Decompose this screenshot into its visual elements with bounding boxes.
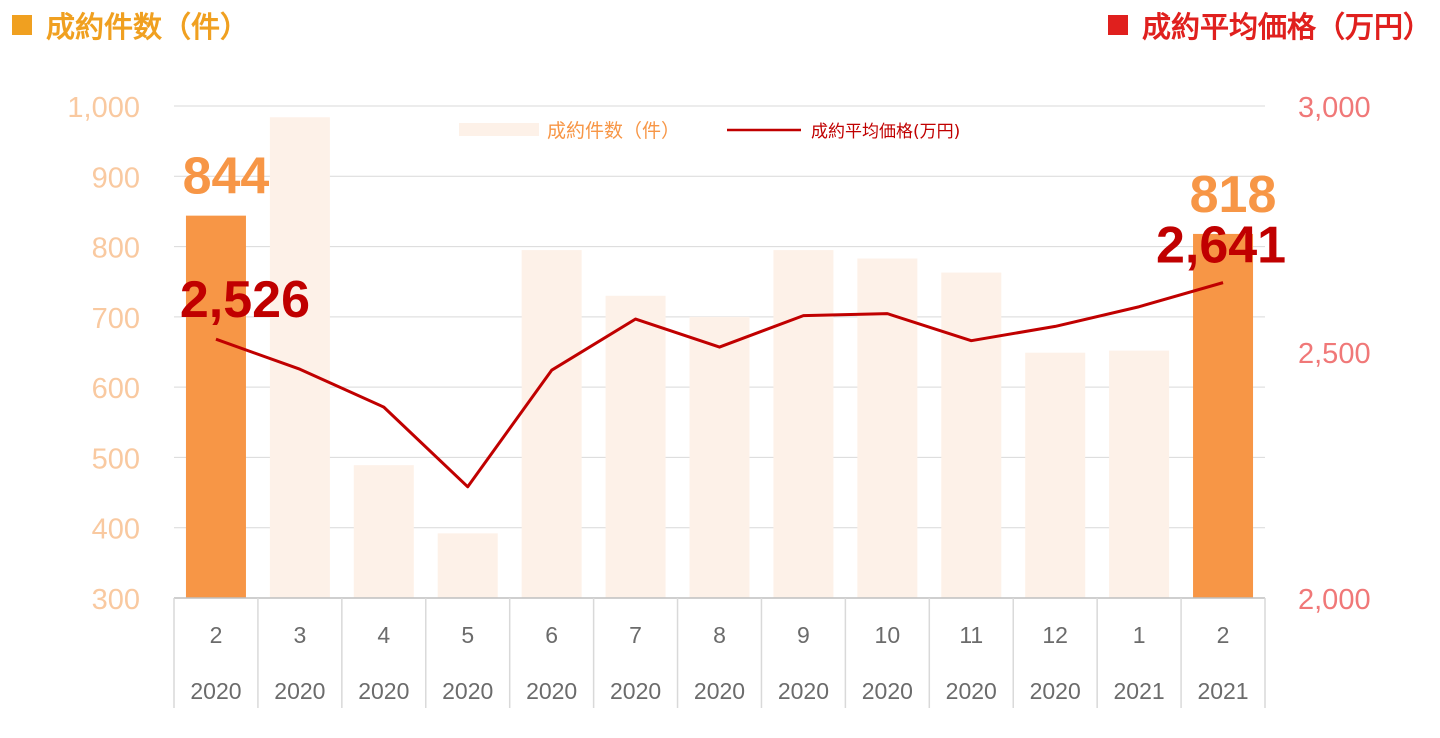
x-axis-year-label: 2021 [1114,678,1165,704]
right-axis-tick-label: 3,000 [1298,92,1371,124]
legend-bar-label: 成約件数（件） [547,120,680,142]
x-axis-year-label: 2021 [1197,678,1248,704]
x-axis-year-label: 2020 [694,678,745,704]
left-axis-tick-label: 1,000 [67,92,140,124]
bar [773,250,834,599]
bar [941,272,1002,598]
x-axis-year-label: 2020 [946,678,997,704]
right-axis-tick-label: 2,500 [1298,338,1371,370]
left-axis-tick-label: 700 [92,303,140,335]
bar [857,258,918,598]
left-axis-tick-label: 900 [92,162,140,194]
bar-data-label: 844 [183,148,270,206]
line-data-label: 2,526 [180,271,310,329]
x-axis-year-label: 2020 [1030,678,1081,704]
left-axis-tick-label: 500 [92,443,140,475]
right-axis-tick-label: 2,000 [1298,584,1371,616]
left-axis-tick-label: 300 [92,584,140,616]
x-axis-month-label: 6 [545,622,558,648]
bar-data-label: 818 [1190,166,1277,224]
x-axis-month-label: 11 [959,622,983,648]
left-axis-header: 成約件数（件） [12,4,249,46]
left-axis-tick-label: 600 [92,373,140,405]
left-axis-tick-label: 400 [92,514,140,546]
x-axis-year-label: 2020 [190,678,241,704]
x-axis-year-label: 2020 [778,678,829,704]
bar [521,250,582,599]
x-axis-month-label: 4 [377,622,390,648]
x-axis-year-label: 2020 [442,678,493,704]
x-axis-year-label: 2020 [610,678,661,704]
x-axis-month-label: 9 [797,622,810,648]
legend-line-label: 成約平均価格(万円) [811,122,960,142]
bar [353,465,414,598]
x-axis-month-label: 1 [1133,622,1146,648]
x-axis-month-label: 2 [1217,622,1230,648]
left-axis-tick-label: 800 [92,233,140,265]
x-axis-year-label: 2020 [862,678,913,704]
bar [269,117,330,598]
right-axis-header: 成約平均価格（万円） [1107,4,1432,46]
bar [689,316,750,598]
bar [1109,350,1170,598]
x-axis-month-label: 10 [875,622,901,648]
legend-bar-swatch [459,123,539,136]
bar [605,295,666,598]
bar [1193,233,1254,599]
x-axis-month-label: 3 [293,622,306,648]
bar [185,215,246,598]
x-axis-year-label: 2020 [526,678,577,704]
right-header-square-icon [1107,15,1128,35]
x-axis-year-label: 2020 [274,678,325,704]
x-axis-month-label: 5 [461,622,474,648]
line-data-label: 2,641 [1156,217,1286,275]
x-axis-month-label: 7 [629,622,642,648]
bar [437,533,498,598]
bar [1025,352,1086,598]
left-header-text: 成約件数（件） [46,10,250,44]
x-axis-month-label: 2 [210,622,223,648]
x-axis-month-label: 8 [713,622,726,648]
x-axis-month-label: 12 [1042,622,1068,648]
x-axis-year-label: 2020 [358,678,409,704]
right-header-text: 成約平均価格（万円） [1141,10,1432,44]
left-header-square-icon [12,15,32,35]
